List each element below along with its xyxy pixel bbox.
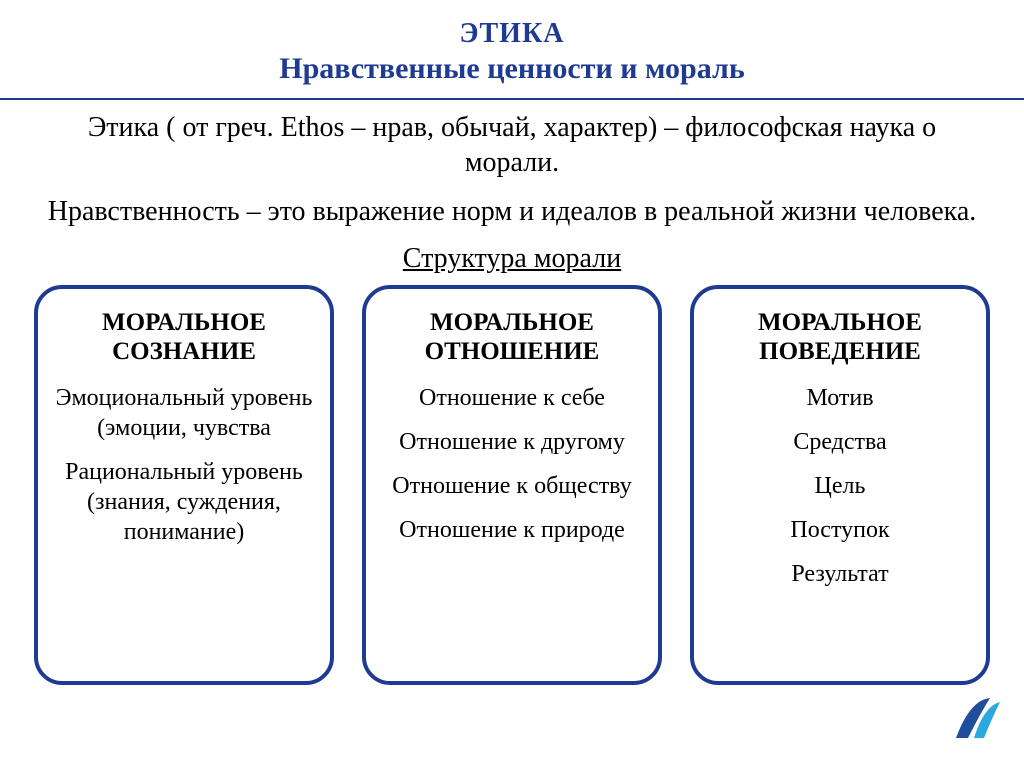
morals-box-0: МОРАЛЬНОЕ СОЗНАНИЕ Эмоциональный уровень …: [34, 285, 334, 685]
divider: [0, 98, 1024, 100]
page-title: ЭТИКА: [0, 18, 1024, 50]
box-title: МОРАЛЬНОЕ ПОВЕДЕНИЕ: [708, 309, 972, 367]
box-item: Мотив: [708, 383, 972, 413]
structure-title: Структура морали: [40, 243, 984, 275]
morals-box-2: МОРАЛЬНОЕ ПОВЕДЕНИЕ Мотив Средства Цель Пост…: [690, 285, 990, 685]
box-item: Цель: [708, 471, 972, 501]
box-item: Отношение к природе: [380, 515, 644, 545]
box-title: МОРАЛЬНОЕ СОЗНАНИЕ: [52, 309, 316, 367]
boxes-row: МОРАЛЬНОЕ СОЗНАНИЕ Эмоциональный уровень …: [0, 285, 1024, 685]
box-item: Отношение к себе: [380, 383, 644, 413]
box-item: Поступок: [708, 515, 972, 545]
morals-box-1: МОРАЛЬНОЕ ОТНОШЕНИЕ Отношение к себе Отнош…: [362, 285, 662, 685]
box-item: Рациональный уровень (знания, суждения, …: [52, 457, 316, 547]
box-title: МОРАЛЬНОЕ ОТНОШЕНИЕ: [380, 309, 644, 367]
intro-paragraph-2: Нравственность – это выражение норм и ид…: [40, 194, 984, 229]
box-item: Эмоциональный уровень (эмоции, чувства: [52, 383, 316, 443]
box-item: Отношение к обществу: [380, 471, 644, 501]
box-item: Средства: [708, 427, 972, 457]
box-item: Отношение к другому: [380, 427, 644, 457]
intro-paragraph-1: Этика ( от греч. Ethos – нрав, обычай, х…: [40, 110, 984, 180]
intro-block: Этика ( от греч. Ethos – нрав, обычай, х…: [0, 110, 1024, 275]
header: ЭТИКА Нравственные ценности и мораль: [0, 0, 1024, 94]
logo-icon: [950, 692, 1004, 751]
page-subtitle: Нравственные ценности и мораль: [0, 52, 1024, 86]
box-item: Результат: [708, 559, 972, 589]
